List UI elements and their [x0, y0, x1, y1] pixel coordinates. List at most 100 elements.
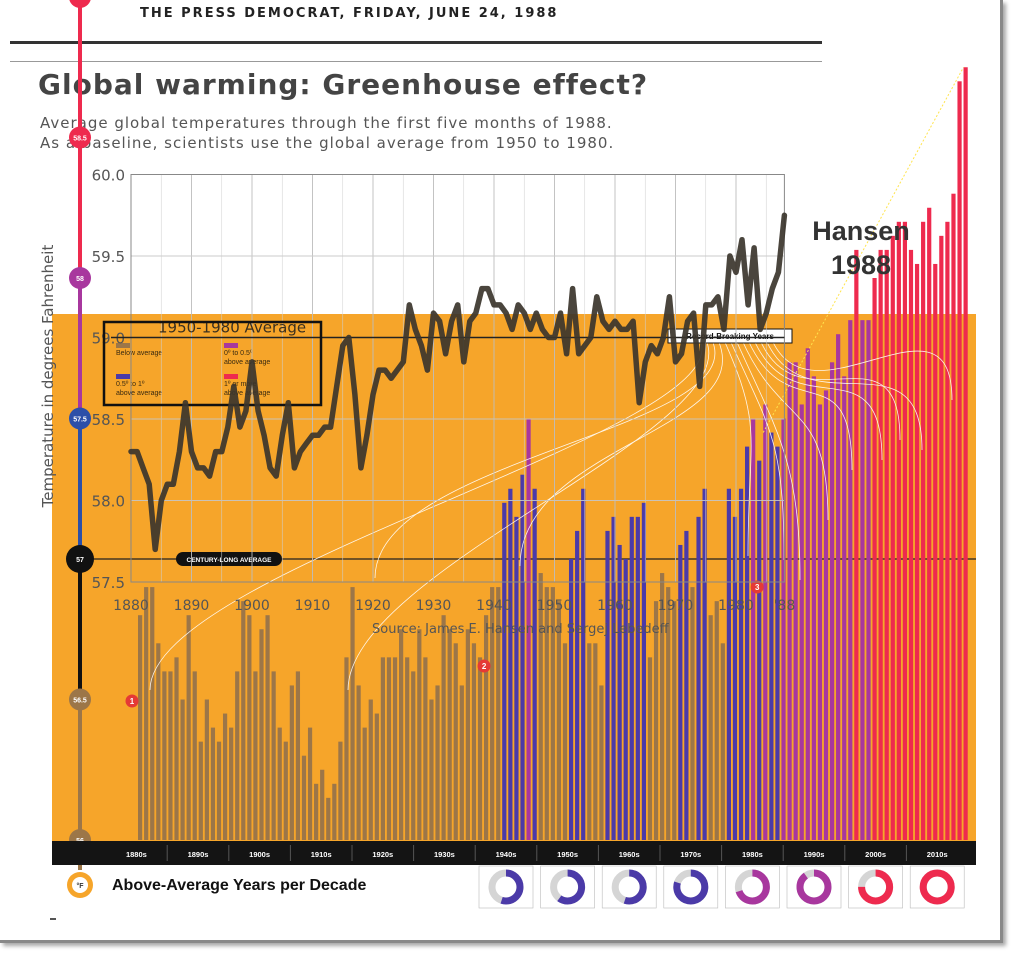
decade-label-1940s: 1940s	[496, 850, 517, 859]
bar-1991	[811, 376, 816, 840]
bar-2007	[908, 249, 914, 840]
bar-1928	[429, 699, 434, 840]
bar-1984	[769, 432, 774, 840]
bar-1938	[490, 587, 495, 840]
bar-1929	[435, 685, 440, 840]
bar-1961	[629, 516, 634, 840]
marker-3-label: 3	[755, 583, 760, 592]
bar-1977	[726, 488, 731, 840]
bar-1892	[210, 727, 216, 840]
bar-1953	[581, 488, 586, 840]
line-chart-ytick-57.5: 57.5	[92, 574, 125, 592]
headline: Global warming: Greenhouse effect?	[38, 68, 649, 101]
bar-1976	[720, 643, 725, 840]
subtitle-line-1: Average global temperatures through the …	[40, 114, 613, 132]
thermometer-unit: °F	[76, 882, 84, 890]
line-chart-xtick-9: 1970	[658, 598, 694, 614]
bar-1948	[550, 587, 555, 840]
bar-1956	[599, 685, 604, 840]
bar-1988	[793, 362, 798, 840]
leader-line-10	[759, 339, 901, 441]
bar-2003	[884, 249, 889, 840]
legend-entry-2-line-0: 0.5º to 1º	[116, 381, 145, 388]
decade-label-1930s: 1930s	[434, 850, 455, 859]
bar-1914	[344, 657, 349, 840]
bar-1882	[150, 587, 155, 840]
bar-1898	[247, 615, 252, 840]
line-chart-xtick-7: 1950	[537, 598, 573, 614]
line-chart-ytick-59: 59.0	[92, 330, 125, 348]
temperature-line	[128, 212, 788, 553]
marker-2	[477, 659, 491, 673]
decade-label-2000s: 2000s	[865, 850, 886, 859]
donut-fill-1	[550, 869, 586, 905]
record-label-box	[667, 328, 793, 344]
hansen-annotation: Hansen 1988	[796, 214, 926, 282]
subtitle-line-2: As a baseline, scientists use the global…	[40, 134, 615, 152]
bar-1972	[696, 516, 701, 840]
bar-1911	[326, 797, 331, 840]
bar-1888	[186, 615, 191, 840]
legend-swatch-0	[116, 343, 130, 348]
bar-1955	[593, 643, 598, 840]
leader-line-3	[519, 339, 723, 567]
bar-1951	[568, 559, 574, 840]
leader-line-5	[729, 339, 785, 561]
decade-label-1950s: 1950s	[557, 850, 578, 859]
bar-1896	[235, 671, 240, 840]
bar-1885	[168, 671, 173, 840]
bar-2006	[902, 221, 908, 841]
bar-1945	[532, 488, 537, 840]
decade-strip	[52, 841, 976, 865]
bar-1881	[144, 587, 149, 840]
thermometer-tick-2	[66, 545, 94, 573]
bar-1982	[757, 460, 762, 840]
bar-1987	[787, 362, 792, 840]
thermometer-tick-label-4: 58	[76, 276, 84, 283]
bar-2009	[921, 221, 926, 841]
bar-1975	[714, 601, 719, 840]
bar-1946	[538, 573, 543, 840]
leader-line-8	[747, 339, 853, 471]
bar-1913	[338, 741, 343, 840]
bar-2000	[866, 320, 871, 840]
record-trend-line	[762, 67, 964, 433]
bar-1897	[241, 601, 246, 840]
bar-1912	[332, 783, 337, 840]
bar-1942	[514, 516, 519, 840]
line-chart-xtick-11: '88	[774, 598, 796, 614]
bar-1920	[380, 657, 385, 840]
thermometer-tick-1	[69, 688, 91, 711]
bar-1944	[526, 418, 531, 840]
bar-1980	[745, 446, 750, 840]
thermometer-tick-5	[69, 126, 91, 149]
thermometer-tick-3	[69, 407, 91, 430]
bar-1921	[386, 657, 392, 840]
line-chart-xtick-4: 1920	[355, 598, 391, 614]
line-chart-xtick-5: 1930	[416, 598, 452, 614]
bar-1990	[805, 348, 810, 840]
above-average-footer-label: Above-Average Years per Decade	[112, 877, 367, 894]
decade-label-1990s: 1990s	[804, 850, 825, 859]
donut-fill-2	[611, 869, 647, 905]
bar-1930	[441, 615, 446, 840]
bar-1997	[848, 320, 853, 840]
leader-line-12	[771, 339, 953, 401]
bar-1936	[477, 657, 483, 840]
bar-1993	[823, 390, 829, 840]
bar-2013	[945, 221, 950, 841]
bar-1890	[198, 741, 203, 840]
legend-swatch-1	[224, 343, 238, 348]
decade-label-1900s: 1900s	[249, 850, 270, 859]
bar-1986	[781, 418, 786, 840]
bar-2011	[933, 263, 938, 840]
bar-1894	[222, 713, 228, 840]
thermometer-tick-label-2: 57	[76, 557, 84, 564]
bar-1949	[556, 601, 562, 840]
page-corner-mark	[50, 918, 56, 920]
bar-1959	[617, 544, 622, 840]
line-chart-xtick-10: 1980	[718, 598, 754, 614]
legend-entry-1-line-0: 0º to 0.5º	[224, 350, 253, 357]
bar-1985	[775, 446, 780, 840]
bar-1947	[544, 587, 549, 840]
